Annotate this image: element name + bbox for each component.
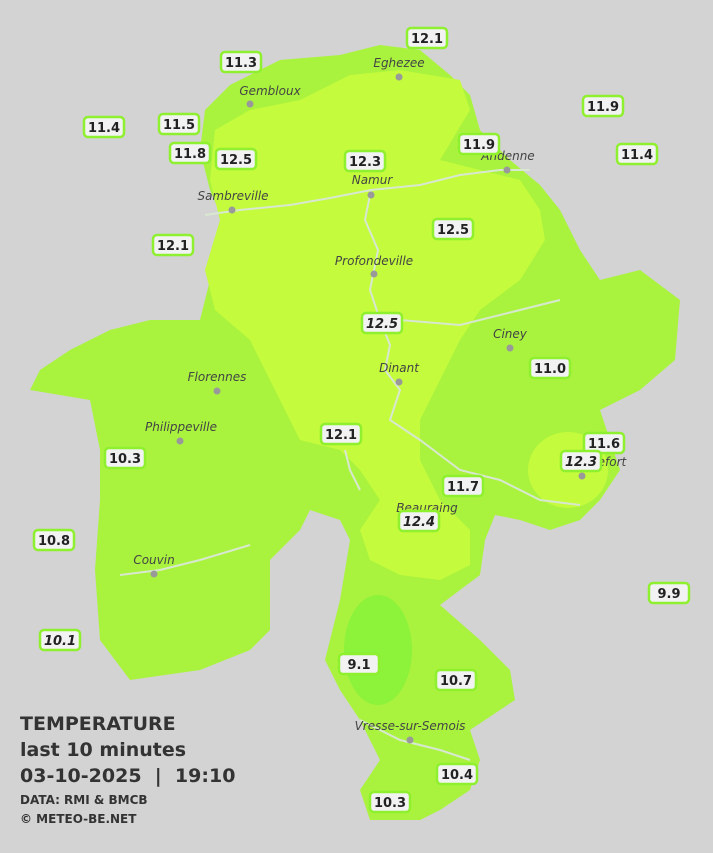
station-box [397, 509, 441, 533]
station-box [214, 147, 258, 171]
station-value: 10.4 [441, 768, 473, 783]
station-box [647, 581, 691, 605]
station-box [441, 474, 485, 498]
station-box [457, 132, 501, 156]
station-value: 9.9 [657, 587, 680, 602]
station-box [157, 112, 201, 136]
station-value: 11.5 [163, 118, 195, 133]
station-value: 11.3 [225, 56, 257, 71]
cool-zone [344, 595, 412, 705]
river [344, 449, 361, 491]
city-label: Sambreville [197, 189, 268, 203]
station-value: 12.5 [220, 153, 252, 168]
city-label: Eghezee [373, 56, 424, 70]
station-value: 12.1 [157, 239, 189, 254]
station-value: 11.9 [463, 138, 495, 153]
city-dot [150, 570, 158, 578]
station-value: 12.3 [349, 155, 381, 170]
station-box [581, 94, 625, 118]
station-box [559, 449, 603, 473]
river [399, 299, 561, 327]
station-value: 11.4 [621, 148, 653, 163]
datetime: 03-10-2025 | 19:10 [20, 765, 235, 787]
station-box [343, 149, 387, 173]
city-dot [176, 437, 184, 445]
station-box [151, 233, 195, 257]
city-label: Namur [352, 173, 394, 187]
station-box [615, 142, 659, 166]
copyright: © METEO-BE.NET [20, 812, 137, 826]
station-value: 10.8 [38, 534, 70, 549]
station-value: 12.1 [411, 32, 443, 47]
city-label: Philippeville [145, 420, 217, 434]
station-value: 11.8 [174, 147, 206, 162]
station-value: 12.5 [366, 317, 398, 332]
city-label: Dinant [379, 361, 420, 375]
city-dot [370, 270, 378, 278]
station-value: 11.9 [587, 100, 619, 115]
city-dot [246, 100, 254, 108]
city-label: Couvin [133, 553, 174, 567]
city-label: Ciney [493, 327, 528, 341]
city-dot [406, 736, 414, 744]
station-value: 11.0 [534, 362, 566, 377]
source: DATA: RMI & BMCB [20, 793, 148, 807]
station-box [435, 762, 479, 786]
station-box [319, 422, 363, 446]
station-box [32, 528, 76, 552]
station-box [431, 217, 475, 241]
city-dot [395, 378, 403, 386]
station-value: 10.7 [440, 674, 472, 689]
city-label: Vresse-sur-Semois [355, 719, 466, 733]
station-value: 11.6 [588, 437, 620, 452]
rivers [119, 169, 581, 761]
subtitle: last 10 minutes [20, 739, 186, 761]
city-label: Profondeville [335, 254, 413, 268]
station-value: 10.3 [109, 452, 141, 467]
station-box [82, 115, 126, 139]
station-value: 12.4 [403, 515, 435, 530]
station-value: 10.1 [44, 634, 76, 649]
city-label: Florennes [188, 370, 247, 384]
station-box [219, 50, 263, 74]
station-value: 12.1 [325, 428, 357, 443]
station-value: 9.1 [347, 658, 370, 673]
city-dot [228, 206, 236, 214]
station-value: 12.3 [565, 455, 597, 470]
title: TEMPERATURE [20, 713, 176, 735]
river [363, 189, 581, 506]
station-value: 11.7 [447, 480, 479, 495]
river [119, 544, 251, 576]
station-box [337, 652, 381, 676]
station-value: 10.3 [374, 796, 406, 811]
city-dot [213, 387, 221, 395]
station-box [405, 26, 449, 50]
station-box [434, 668, 478, 692]
station-box [360, 311, 404, 335]
station-box [38, 628, 82, 652]
station-box [168, 141, 212, 165]
station-box [582, 431, 626, 455]
legend-block: TEMPERATURE last 10 minutes 03-10-2025 |… [20, 713, 235, 826]
river [359, 719, 471, 761]
city-dot [503, 166, 511, 174]
city-dot [506, 344, 514, 352]
city-label: Gembloux [239, 84, 301, 98]
city-dot [395, 73, 403, 81]
station-box [528, 356, 572, 380]
station-value: 11.4 [88, 121, 120, 136]
station-box [368, 790, 412, 814]
station-box [103, 446, 147, 470]
city-dot [578, 472, 586, 480]
city-dot [367, 191, 375, 199]
station-value: 12.5 [437, 223, 469, 238]
